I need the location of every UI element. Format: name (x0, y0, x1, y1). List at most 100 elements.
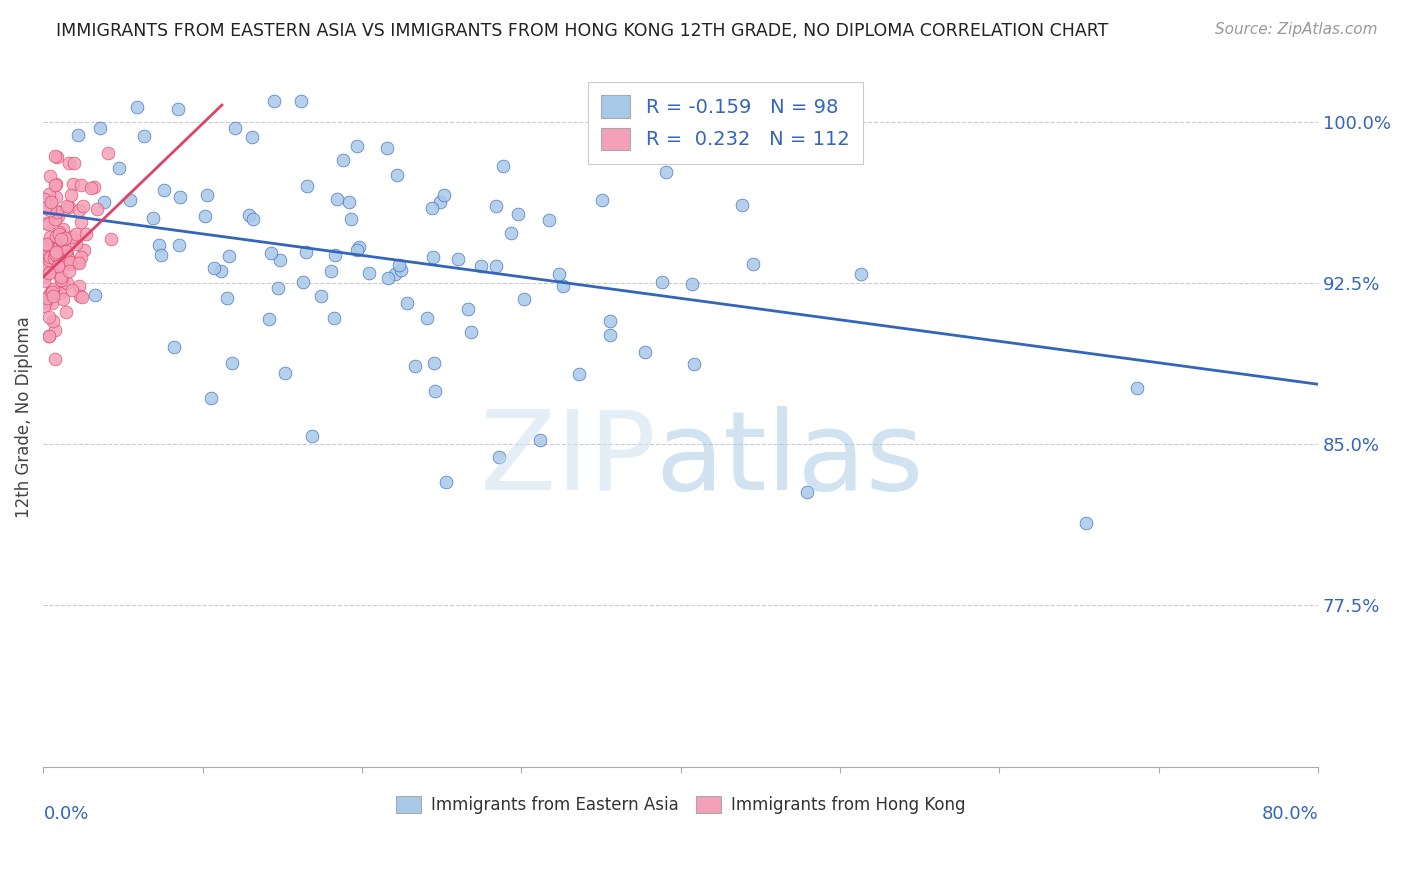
Point (63, 156, 86, 170)
Point (429, 194, 451, 209)
Point (41, 285, 63, 299)
Point (44, 178, 66, 192)
Point (55, 199, 77, 213)
Point (69, 289, 91, 303)
Point (100, 232, 122, 246)
Point (46, 249, 69, 263)
Point (37, 238, 59, 252)
Point (37, 244, 59, 258)
Point (796, 485, 818, 500)
Point (553, 278, 575, 293)
Point (39, 194, 62, 209)
Point (260, 246, 283, 260)
Point (44, 247, 66, 261)
Point (38, 266, 60, 280)
Point (35, 259, 58, 273)
Point (242, 212, 264, 227)
Point (67, 202, 90, 217)
Point (651, 275, 673, 289)
Point (266, 281, 288, 295)
Point (337, 195, 360, 210)
Point (742, 257, 765, 271)
Point (538, 212, 561, 227)
Point (93, 194, 115, 209)
Point (65, 227, 87, 241)
Point (51, 258, 73, 272)
Text: 80.0%: 80.0% (1261, 805, 1319, 823)
Point (221, 356, 243, 370)
Point (1076, 516, 1098, 531)
Point (167, 237, 190, 252)
Point (45, 228, 67, 243)
Point (35, 236, 58, 251)
Point (70, 215, 93, 229)
Point (148, 238, 170, 252)
Point (274, 366, 297, 380)
Point (340, 211, 363, 226)
Point (37, 217, 59, 231)
Point (153, 183, 176, 197)
Point (49, 286, 72, 301)
Point (46, 209, 69, 223)
Point (194, 209, 217, 223)
Point (83, 288, 105, 302)
Point (385, 169, 408, 183)
Point (58, 264, 80, 278)
Point (41, 282, 63, 296)
Point (38, 328, 60, 343)
Point (39, 260, 62, 275)
Point (599, 314, 621, 328)
Point (202, 260, 225, 275)
Point (52, 292, 75, 306)
Point (326, 192, 349, 206)
Point (89, 121, 111, 136)
Point (132, 128, 155, 143)
Point (460, 326, 482, 340)
Text: 0.0%: 0.0% (44, 805, 89, 823)
Point (384, 267, 406, 281)
Point (506, 207, 529, 221)
Point (142, 211, 165, 225)
Point (34, 201, 56, 215)
Point (45, 189, 67, 203)
Point (39, 230, 62, 244)
Point (32, 244, 55, 259)
Point (48, 227, 70, 241)
Point (591, 193, 613, 207)
Point (269, 253, 291, 268)
Point (51, 269, 73, 284)
Point (60, 230, 83, 244)
Point (55, 276, 77, 290)
Point (297, 178, 319, 193)
Point (323, 248, 346, 262)
Point (60, 283, 83, 297)
Point (59, 257, 82, 271)
Point (70, 250, 93, 264)
Point (44, 149, 66, 163)
Point (125, 100, 148, 114)
Point (62, 178, 84, 192)
Point (83, 179, 105, 194)
Point (69, 178, 91, 192)
Point (41, 285, 63, 299)
Point (290, 94, 312, 108)
Point (55, 244, 77, 258)
Point (655, 165, 678, 179)
Point (357, 266, 380, 280)
Point (34, 299, 56, 313)
Point (52, 221, 75, 235)
Point (55, 305, 77, 319)
Point (58, 156, 80, 170)
Point (434, 475, 457, 490)
Point (108, 161, 131, 176)
Point (34, 248, 56, 262)
Point (72, 199, 94, 213)
Point (49, 232, 72, 246)
Point (485, 259, 508, 273)
Point (39, 169, 62, 184)
Text: IMMIGRANTS FROM EASTERN ASIA VS IMMIGRANTS FROM HONG KONG 12TH GRADE, NO DIPLOMA: IMMIGRANTS FROM EASTERN ASIA VS IMMIGRAN… (56, 22, 1108, 40)
Legend: Immigrants from Eastern Asia, Immigrants from Hong Kong: Immigrants from Eastern Asia, Immigrants… (389, 789, 972, 821)
Y-axis label: 12th Grade, No Diploma: 12th Grade, No Diploma (15, 317, 32, 518)
Point (35, 291, 58, 305)
Point (200, 391, 222, 405)
